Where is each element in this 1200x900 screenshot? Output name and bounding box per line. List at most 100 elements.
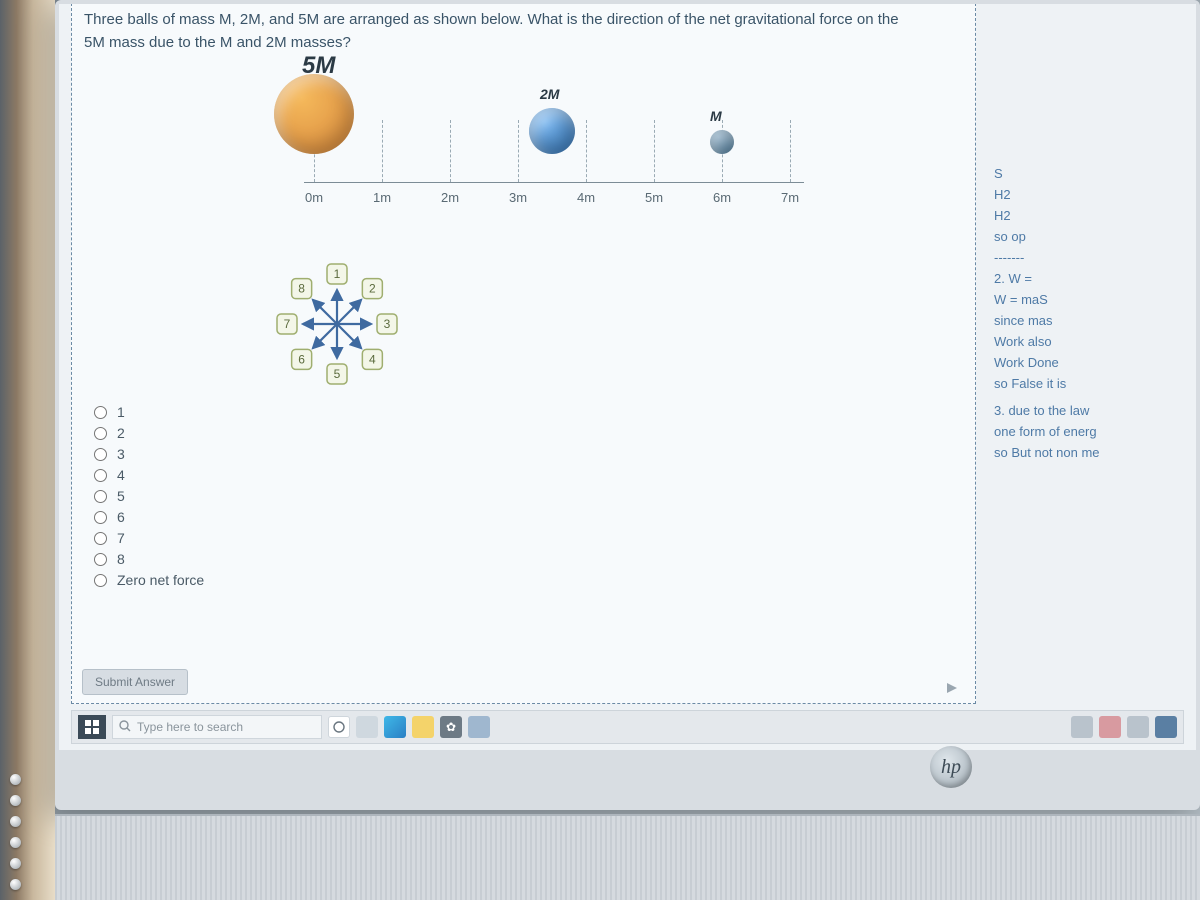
explorer-icon[interactable] [412,716,434,738]
ruler-tick [654,120,655,182]
svg-text:7: 7 [284,317,291,331]
ruler-tick [586,120,587,182]
answer-radio[interactable] [94,469,107,482]
mass-diagram: 0m1m2m3m4m5m6m7m5M2MM [274,64,834,234]
side-note-line: ------- [994,250,1188,265]
side-note-line: S [994,166,1188,181]
question-line-1: Three balls of mass M, 2M, and 5M are ar… [84,11,899,28]
answer-option[interactable]: 8 [94,551,204,567]
answer-option-label: 3 [117,446,125,462]
answer-option-label: 1 [117,404,125,420]
start-button[interactable] [78,715,106,739]
answer-option-label: 4 [117,467,125,483]
question-text: Three balls of mass M, 2M, and 5M are ar… [84,9,963,54]
answer-radio[interactable] [94,553,107,566]
mass-ball-label: 2M [540,86,559,102]
ruler-tick [382,120,383,182]
side-note-line: 2. W = [994,271,1188,286]
mass-ball-label: 5M [302,52,335,80]
answer-option[interactable]: 1 [94,404,204,420]
store-icon[interactable] [468,716,490,738]
mass-ball [274,74,354,154]
screen-area: Three balls of mass M, 2M, and 5M are ar… [59,4,1196,750]
side-note-line: 3. due to the law [994,403,1188,418]
cortana-icon[interactable] [328,716,350,738]
ruler-tick [450,120,451,182]
svg-text:6: 6 [298,352,305,366]
answer-options: 1 2 3 4 5 6 7 8 Zero net force [94,399,204,593]
svg-text:2: 2 [369,282,376,296]
tray-icon-1[interactable] [1071,716,1093,738]
laptop-screen-bezel: Three balls of mass M, 2M, and 5M are ar… [55,0,1200,810]
ruler-tick-label: 4m [577,190,595,205]
desk-edge [0,0,55,900]
side-note-line: Work Done [994,355,1188,370]
side-note-line: so op [994,229,1188,244]
ruler-tick-label: 7m [781,190,799,205]
svg-text:1: 1 [334,267,341,281]
ruler-tick-label: 2m [441,190,459,205]
answer-radio[interactable] [94,490,107,503]
tray-icon-3[interactable] [1127,716,1149,738]
edge-icon[interactable] [384,716,406,738]
photo-background: Three balls of mass M, 2M, and 5M are ar… [0,0,1200,900]
svg-text:8: 8 [298,282,305,296]
ruler-tick-label: 1m [373,190,391,205]
ruler-line [304,182,804,183]
side-note-line: so False it is [994,376,1188,391]
side-note-line: so But not non me [994,445,1188,460]
answer-option-label: 7 [117,530,125,546]
submit-button[interactable]: Submit Answer [82,669,188,695]
search-placeholder: Type here to search [137,720,243,734]
answer-radio[interactable] [94,448,107,461]
answer-option[interactable]: 5 [94,488,204,504]
windows-icon [85,720,99,734]
answer-radio[interactable] [94,574,107,587]
ruler-tick-label: 6m [713,190,731,205]
mass-ball [529,108,575,154]
ruler-tick-label: 3m [509,190,527,205]
side-note-line: one form of energ [994,424,1188,439]
windows-taskbar: Type here to search ✿ [71,710,1184,744]
side-note-line: H2 [994,187,1188,202]
side-note-line: Work also [994,334,1188,349]
answer-radio[interactable] [94,427,107,440]
answer-radio[interactable] [94,532,107,545]
mass-ball [710,130,734,154]
svg-text:4: 4 [369,352,376,366]
search-icon [119,720,131,735]
side-notes-panel: S H2 H2 so op ------- 2. W = W = maS since mas… [986,154,1196,472]
ruler-tick [518,120,519,182]
laptop-keyboard [55,814,1200,900]
ruler-tick [790,120,791,182]
answer-option[interactable]: Zero net force [94,572,204,588]
tray-icon-4[interactable] [1155,716,1177,738]
direction-compass: 1 2 3 4 5 6 7 8 [272,259,402,389]
svg-text:3: 3 [384,317,391,331]
answer-option[interactable]: 3 [94,446,204,462]
bag-studs [10,774,21,890]
svg-text:5: 5 [334,367,341,381]
answer-radio[interactable] [94,511,107,524]
answer-option-label: Zero net force [117,572,204,588]
tray-icon-2[interactable] [1099,716,1121,738]
side-note-line: H2 [994,208,1188,223]
mass-ball-label: M [710,108,722,124]
side-note-line: W = maS [994,292,1188,307]
answer-option-label: 8 [117,551,125,567]
side-note-line: since mas [994,313,1188,328]
settings-icon[interactable]: ✿ [440,716,462,738]
question-line-2: 5M mass due to the M and 2M masses? [84,34,351,51]
answer-option[interactable]: 2 [94,425,204,441]
answer-radio[interactable] [94,406,107,419]
answer-option[interactable]: 6 [94,509,204,525]
ruler-tick-label: 0m [305,190,323,205]
quiz-panel: Three balls of mass M, 2M, and 5M are ar… [71,4,976,704]
next-page-arrow[interactable] [947,683,957,693]
taskbar-search[interactable]: Type here to search [112,715,322,739]
answer-option[interactable]: 4 [94,467,204,483]
task-view-icon[interactable] [356,716,378,738]
answer-option-label: 2 [117,425,125,441]
answer-option-label: 5 [117,488,125,504]
answer-option[interactable]: 7 [94,530,204,546]
